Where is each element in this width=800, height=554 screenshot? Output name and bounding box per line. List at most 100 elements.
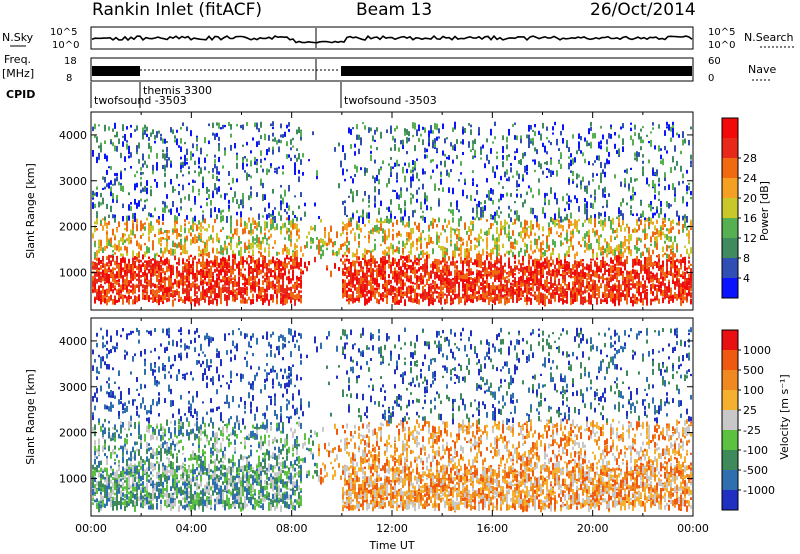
data-cell bbox=[148, 257, 150, 260]
data-cell bbox=[536, 239, 538, 245]
data-cell bbox=[404, 225, 406, 228]
data-cell bbox=[144, 205, 146, 209]
data-cell bbox=[498, 289, 500, 293]
data-cell bbox=[376, 147, 378, 150]
data-cell bbox=[274, 240, 276, 244]
data-cell bbox=[348, 288, 350, 292]
data-cell bbox=[548, 140, 550, 142]
data-cell bbox=[202, 220, 204, 223]
data-cell bbox=[276, 252, 278, 256]
data-cell bbox=[196, 263, 198, 270]
data-cell bbox=[546, 168, 548, 170]
data-cell bbox=[96, 218, 98, 224]
data-cell bbox=[370, 263, 372, 266]
data-cell bbox=[568, 247, 570, 253]
data-cell bbox=[410, 296, 412, 303]
data-cell bbox=[368, 280, 370, 285]
data-cell bbox=[572, 264, 574, 271]
data-cell bbox=[164, 230, 166, 233]
data-cell bbox=[282, 295, 284, 302]
data-cell bbox=[332, 242, 334, 248]
data-cell bbox=[538, 191, 540, 195]
data-cell bbox=[430, 208, 432, 211]
data-cell bbox=[130, 230, 132, 235]
data-cell bbox=[226, 265, 228, 269]
data-cell bbox=[106, 183, 108, 187]
data-cell bbox=[200, 167, 202, 174]
data-cell bbox=[154, 208, 156, 212]
data-cell bbox=[126, 238, 128, 241]
data-cell bbox=[296, 279, 298, 286]
data-cell bbox=[388, 247, 390, 249]
data-cell bbox=[166, 266, 168, 273]
data-cell bbox=[410, 183, 412, 188]
data-cell bbox=[250, 285, 252, 289]
data-cell bbox=[442, 286, 444, 290]
data-cell bbox=[262, 183, 264, 188]
data-cell bbox=[158, 216, 160, 219]
data-cell bbox=[382, 274, 384, 276]
power-panel: 1000200030004000 Slant Range [km] bbox=[24, 112, 693, 310]
data-cell bbox=[284, 289, 286, 295]
data-cell bbox=[370, 145, 372, 148]
data-cell bbox=[408, 221, 410, 228]
data-cell bbox=[130, 202, 132, 205]
beam-title: Beam 13 bbox=[356, 0, 432, 20]
data-cell bbox=[182, 185, 184, 191]
data-cell bbox=[240, 211, 242, 217]
data-cell bbox=[412, 135, 414, 137]
data-cell bbox=[462, 279, 464, 285]
data-cell bbox=[386, 291, 388, 296]
data-cell bbox=[106, 234, 108, 238]
data-cell bbox=[518, 272, 520, 274]
data-cell bbox=[472, 262, 474, 265]
data-cell bbox=[340, 161, 342, 168]
data-cell bbox=[424, 263, 426, 270]
data-cell bbox=[556, 284, 558, 286]
data-cell bbox=[202, 182, 204, 188]
data-cell bbox=[192, 143, 194, 148]
data-cell bbox=[206, 259, 208, 265]
data-cell bbox=[294, 215, 296, 218]
data-cell bbox=[236, 288, 238, 290]
data-cell bbox=[398, 273, 400, 279]
data-cell bbox=[188, 222, 190, 224]
data-cell bbox=[132, 224, 134, 230]
data-cell bbox=[348, 127, 350, 133]
data-cell bbox=[348, 220, 350, 227]
data-cell bbox=[268, 169, 270, 172]
data-cell bbox=[544, 265, 546, 269]
data-cell bbox=[504, 289, 506, 291]
data-cell bbox=[506, 251, 508, 254]
data-cell bbox=[368, 195, 370, 200]
data-cell bbox=[258, 279, 260, 285]
data-cell bbox=[104, 140, 106, 144]
data-cell bbox=[208, 296, 210, 300]
data-cell bbox=[408, 296, 410, 301]
data-cell bbox=[320, 219, 322, 223]
data-cell bbox=[568, 239, 570, 241]
data-cell bbox=[96, 258, 98, 262]
data-cell bbox=[156, 275, 158, 282]
data-cell bbox=[140, 199, 142, 202]
data-cell bbox=[286, 217, 288, 220]
data-cell bbox=[556, 272, 558, 276]
data-cell bbox=[490, 217, 492, 219]
data-cell bbox=[296, 276, 298, 280]
data-cell bbox=[526, 296, 528, 301]
data-cell bbox=[428, 242, 430, 245]
data-cell bbox=[434, 287, 436, 294]
data-cell bbox=[190, 208, 192, 212]
data-cell bbox=[370, 230, 372, 234]
data-cell bbox=[408, 232, 410, 238]
data-cell bbox=[170, 209, 172, 215]
data-cell bbox=[440, 261, 442, 265]
data-cell bbox=[492, 200, 494, 205]
data-cell bbox=[350, 144, 352, 149]
data-cell bbox=[280, 273, 282, 276]
data-cell bbox=[568, 282, 570, 289]
data-cell bbox=[336, 251, 338, 256]
data-cell bbox=[268, 283, 270, 290]
data-cell bbox=[184, 247, 186, 254]
data-cell bbox=[298, 127, 300, 133]
